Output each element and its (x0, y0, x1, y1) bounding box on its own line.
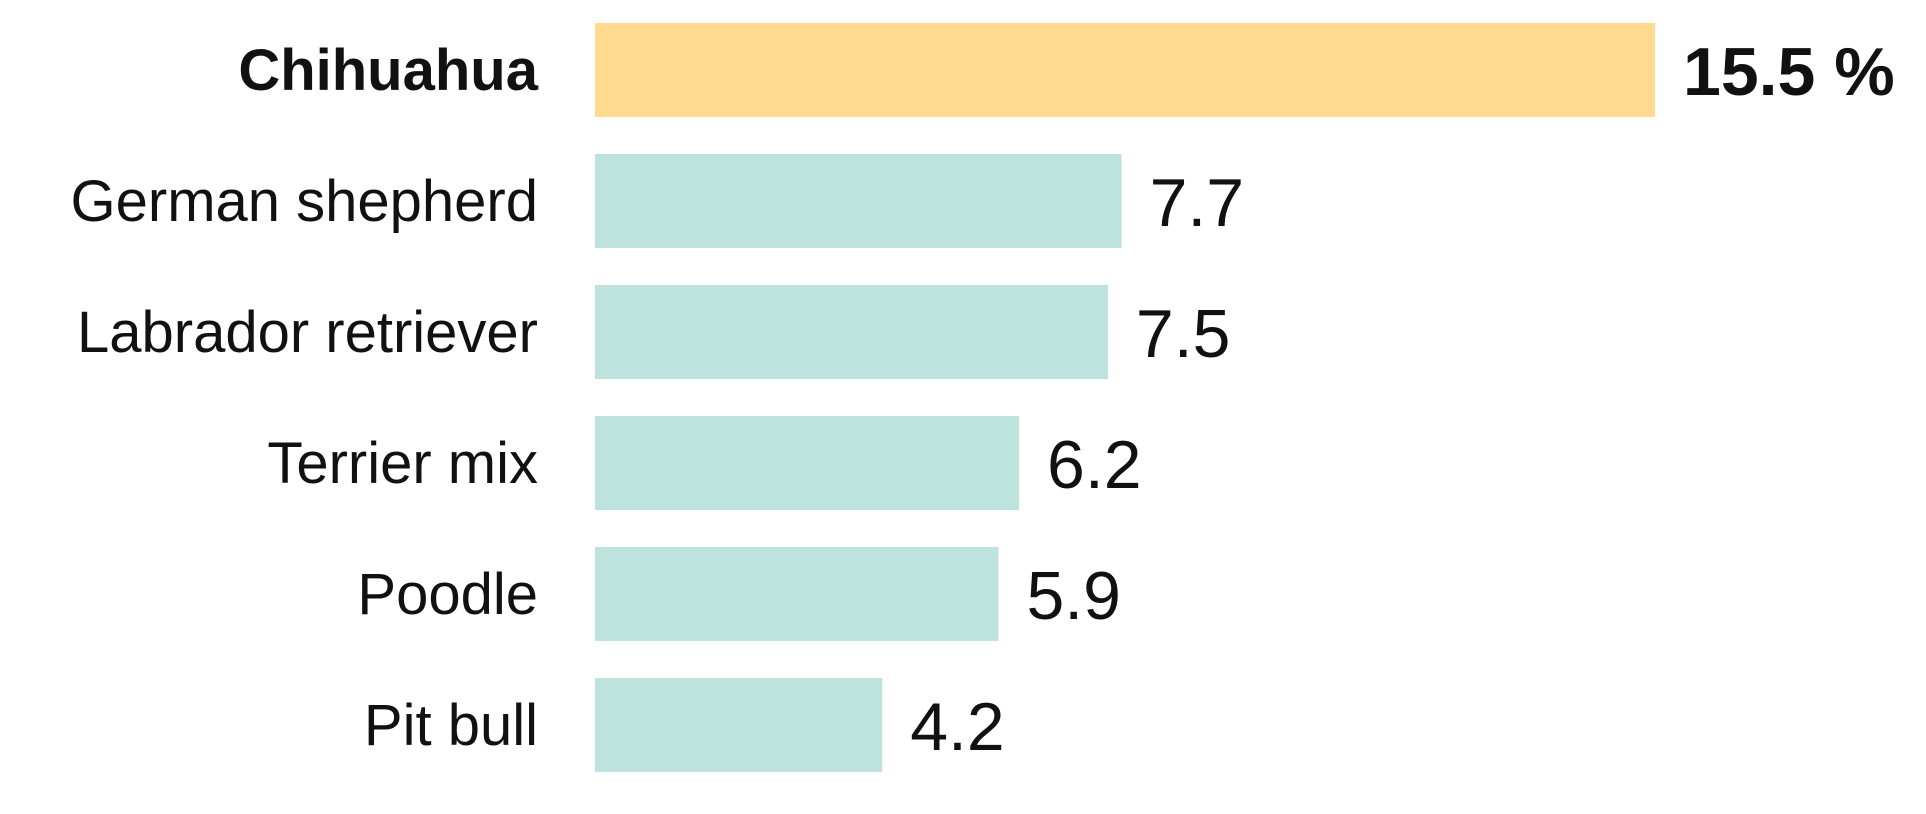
value-label-labrador-retriever: 7.5 (1136, 296, 1231, 372)
bar-labrador-retriever (595, 285, 1108, 379)
category-label-pit-bull: Pit bull (364, 693, 538, 758)
value-label-poodle: 5.9 (1026, 558, 1121, 634)
bar-german-shepherd (595, 154, 1122, 248)
category-label-poodle: Poodle (357, 562, 538, 627)
value-label-chihuahua: 15.5 % (1683, 34, 1895, 110)
value-label-terrier-mix: 6.2 (1047, 427, 1142, 503)
bars (595, 23, 1655, 772)
value-labels: 15.5 % 7.7 7.5 6.2 5.9 4.2 (910, 34, 1894, 765)
category-labels: Chihuahua German shepherd Labrador retriev… (71, 38, 539, 758)
value-label-german-shepherd: 7.7 (1150, 165, 1245, 241)
bar-poodle (595, 547, 999, 641)
category-label-chihuahua: Chihuahua (238, 38, 538, 103)
bar-pit-bull (595, 678, 883, 772)
category-label-german-shepherd: German shepherd (71, 169, 538, 234)
value-label-pit-bull: 4.2 (910, 689, 1005, 765)
category-label-terrier-mix: Terrier mix (267, 431, 538, 496)
bar-terrier-mix (595, 416, 1019, 510)
bar-chihuahua (595, 23, 1655, 117)
category-label-labrador-retriever: Labrador retriever (77, 300, 538, 365)
